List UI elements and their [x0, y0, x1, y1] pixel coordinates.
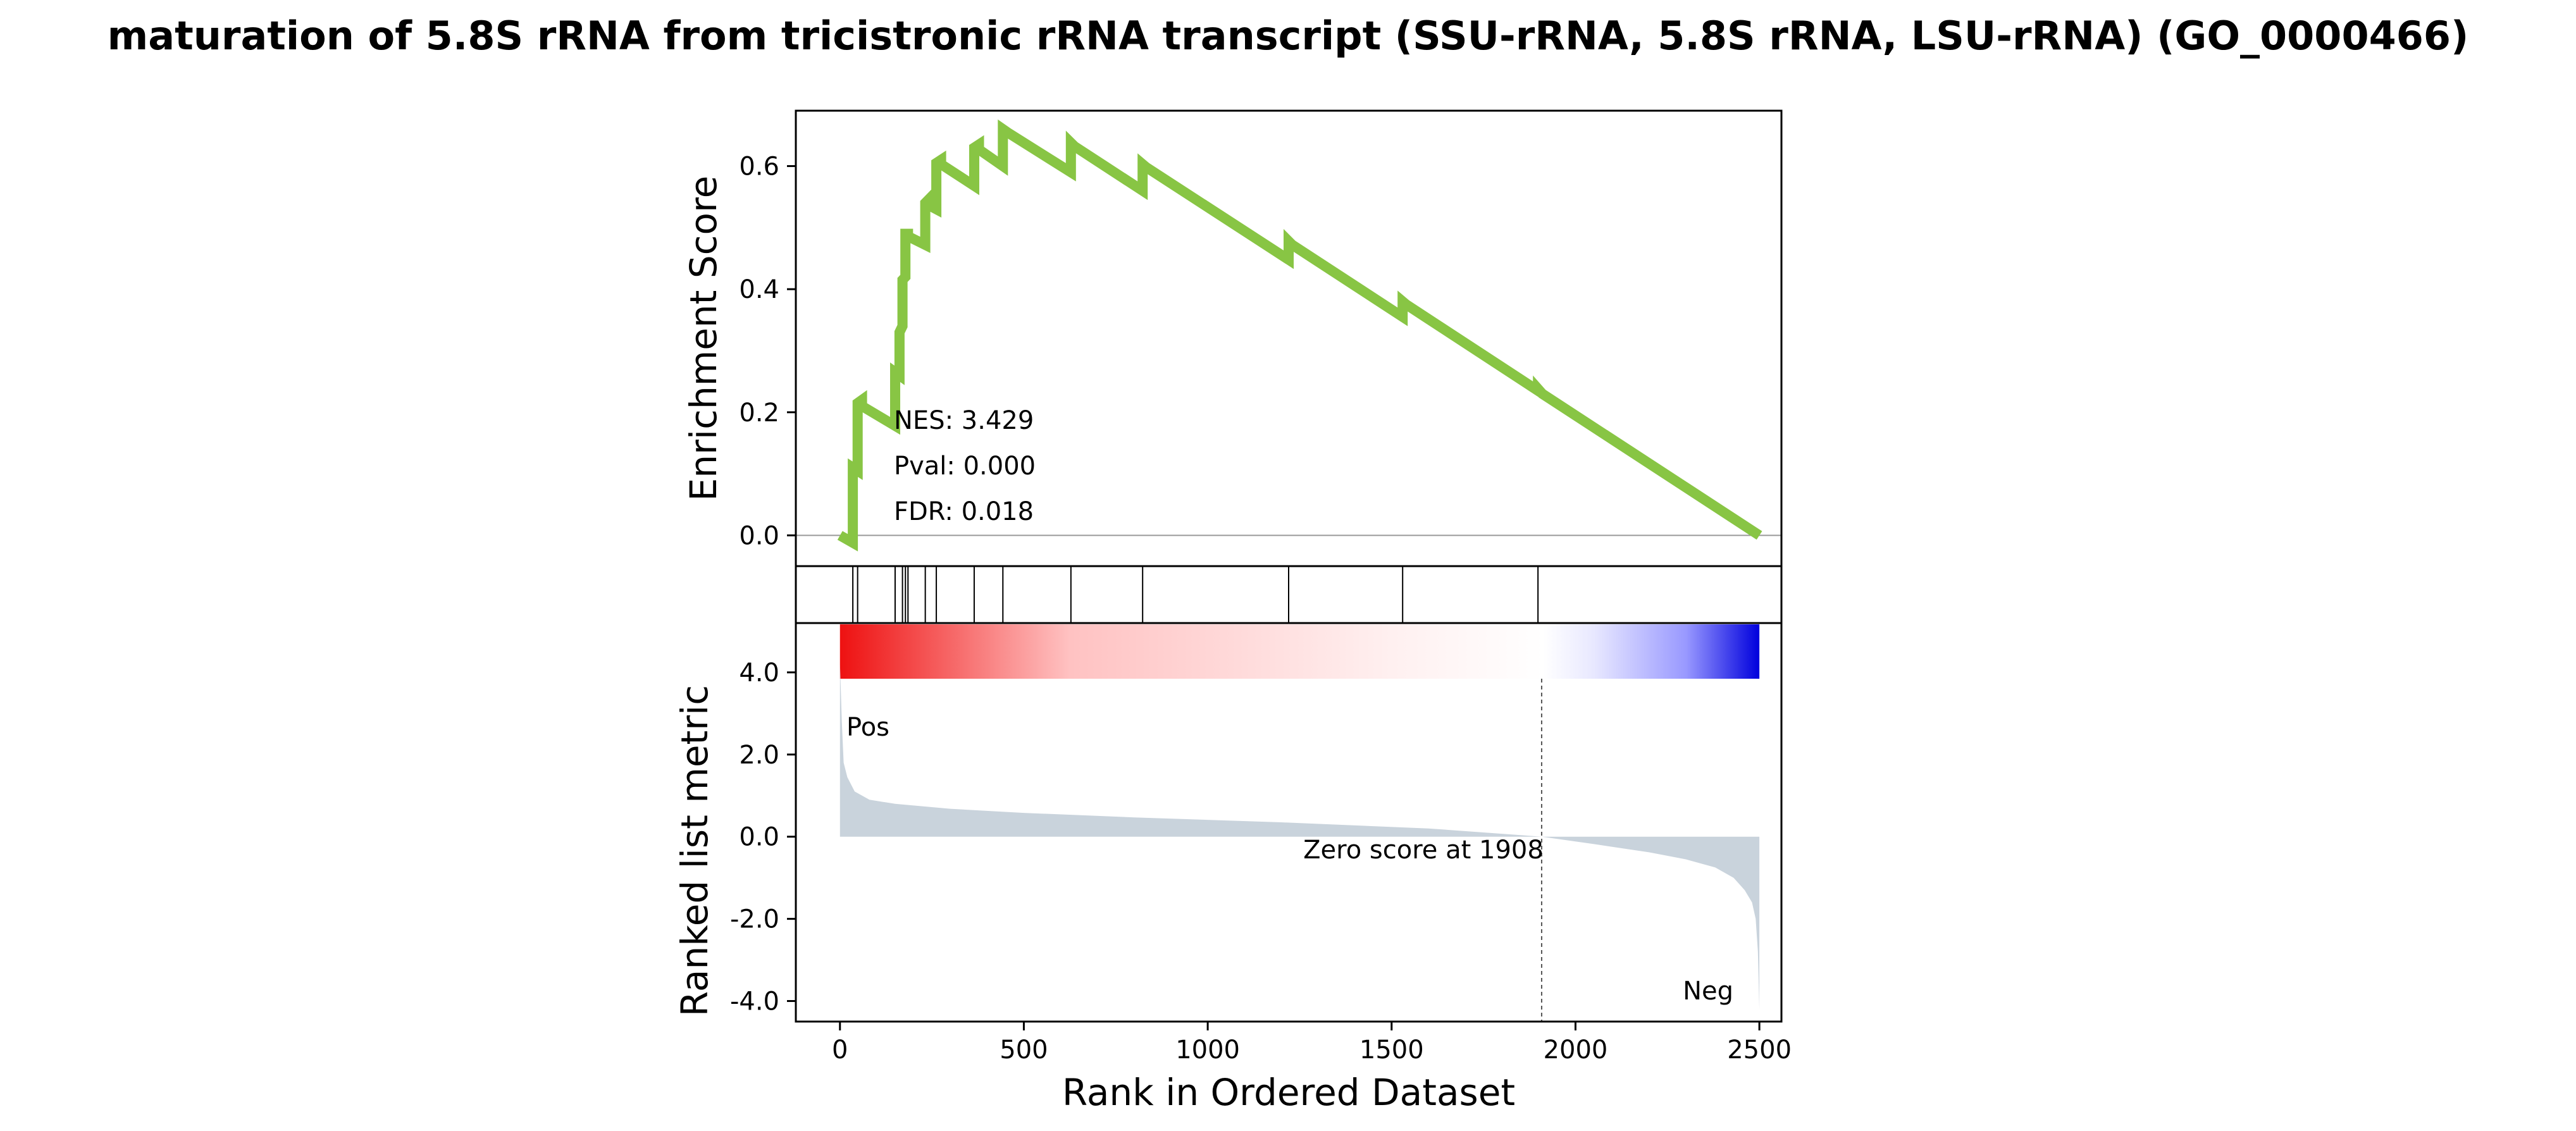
- x-tick-label: 1500: [1359, 1035, 1424, 1065]
- hits-panel: [795, 565, 1783, 624]
- rank-panel: 4.0 2.0 0.0 -2.0 -4.0 Ranked list metric Pos…: [673, 622, 1783, 1023]
- rank-ytick-label: 4.0: [739, 658, 779, 688]
- es-ytick-label: 0.6: [739, 152, 779, 182]
- rank-color-bar: [839, 624, 1760, 679]
- es-panel: 0.0 0.2 0.4 0.6 Enrichment Score NES: 3.429…: [682, 109, 1783, 567]
- rank-frame: [795, 622, 1783, 1023]
- x-tick-label: 2500: [1727, 1035, 1792, 1065]
- es-ytick-label: 0.2: [739, 399, 779, 428]
- rank-ytick-label: -2.0: [730, 905, 779, 934]
- x-tick-label: 500: [1000, 1035, 1048, 1065]
- neg-label: Neg: [1683, 977, 1733, 1006]
- fdr-annotation: FDR: 0.018: [894, 497, 1034, 526]
- chart-title: maturation of 5.8S rRNA from tricistroni…: [108, 13, 2469, 59]
- nes-annotation: NES: 3.429: [894, 406, 1034, 435]
- pos-label: Pos: [846, 713, 889, 742]
- es-series-line: [837, 119, 1762, 552]
- x-axis: 0 500 1000 1500 2000 2500: [832, 1022, 1792, 1065]
- x-tick-label: 1000: [1175, 1035, 1240, 1065]
- es-ytick-label: 0.4: [739, 275, 779, 304]
- rank-ytick-label: 0.0: [739, 823, 779, 852]
- es-ytick-label: 0.0: [739, 521, 779, 550]
- zero-score-label: Zero score at 1908: [1303, 836, 1544, 865]
- rank-ylabel: Ranked list metric: [673, 685, 716, 1017]
- x-tick-label: 0: [832, 1035, 848, 1065]
- rank-ytick-label: -4.0: [730, 987, 779, 1017]
- es-ylabel: Enrichment Score: [682, 176, 725, 502]
- rank-metric-area: [839, 664, 1760, 1010]
- rank-ytick-label: 2.0: [739, 741, 779, 770]
- x-axis-label: Rank in Ordered Dataset: [1062, 1071, 1515, 1114]
- x-tick-label: 2000: [1544, 1035, 1608, 1065]
- pval-annotation: Pval: 0.000: [894, 452, 1036, 481]
